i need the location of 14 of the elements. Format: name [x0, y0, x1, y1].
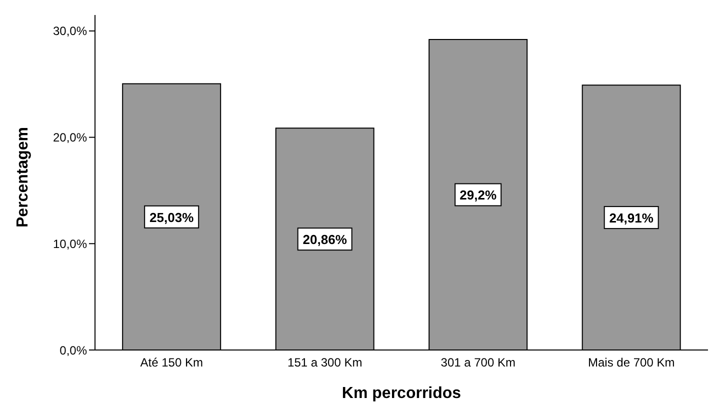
x-tick-label: 151 a 300 Km: [288, 356, 362, 370]
x-tick-label: 301 a 700 Km: [440, 356, 516, 370]
data-label: 20,86%: [302, 232, 348, 248]
x-tick-label: Mais de 700 Km: [588, 356, 675, 370]
x-axis-title: Km percorridos: [342, 385, 462, 402]
y-tick-label: 30,0%: [52, 24, 88, 38]
x-tick-label: Até 150 Km: [140, 356, 203, 370]
y-axis-title: Percentagem: [14, 127, 32, 228]
data-label: 24,91%: [609, 210, 654, 226]
y-tick-label: 0,0%: [60, 343, 88, 358]
data-label: 29,2%: [460, 188, 497, 203]
y-tick-label: 10,0%: [52, 236, 88, 251]
data-label: 25,03%: [150, 210, 194, 225]
y-tick-label: 20,0%: [52, 130, 88, 145]
